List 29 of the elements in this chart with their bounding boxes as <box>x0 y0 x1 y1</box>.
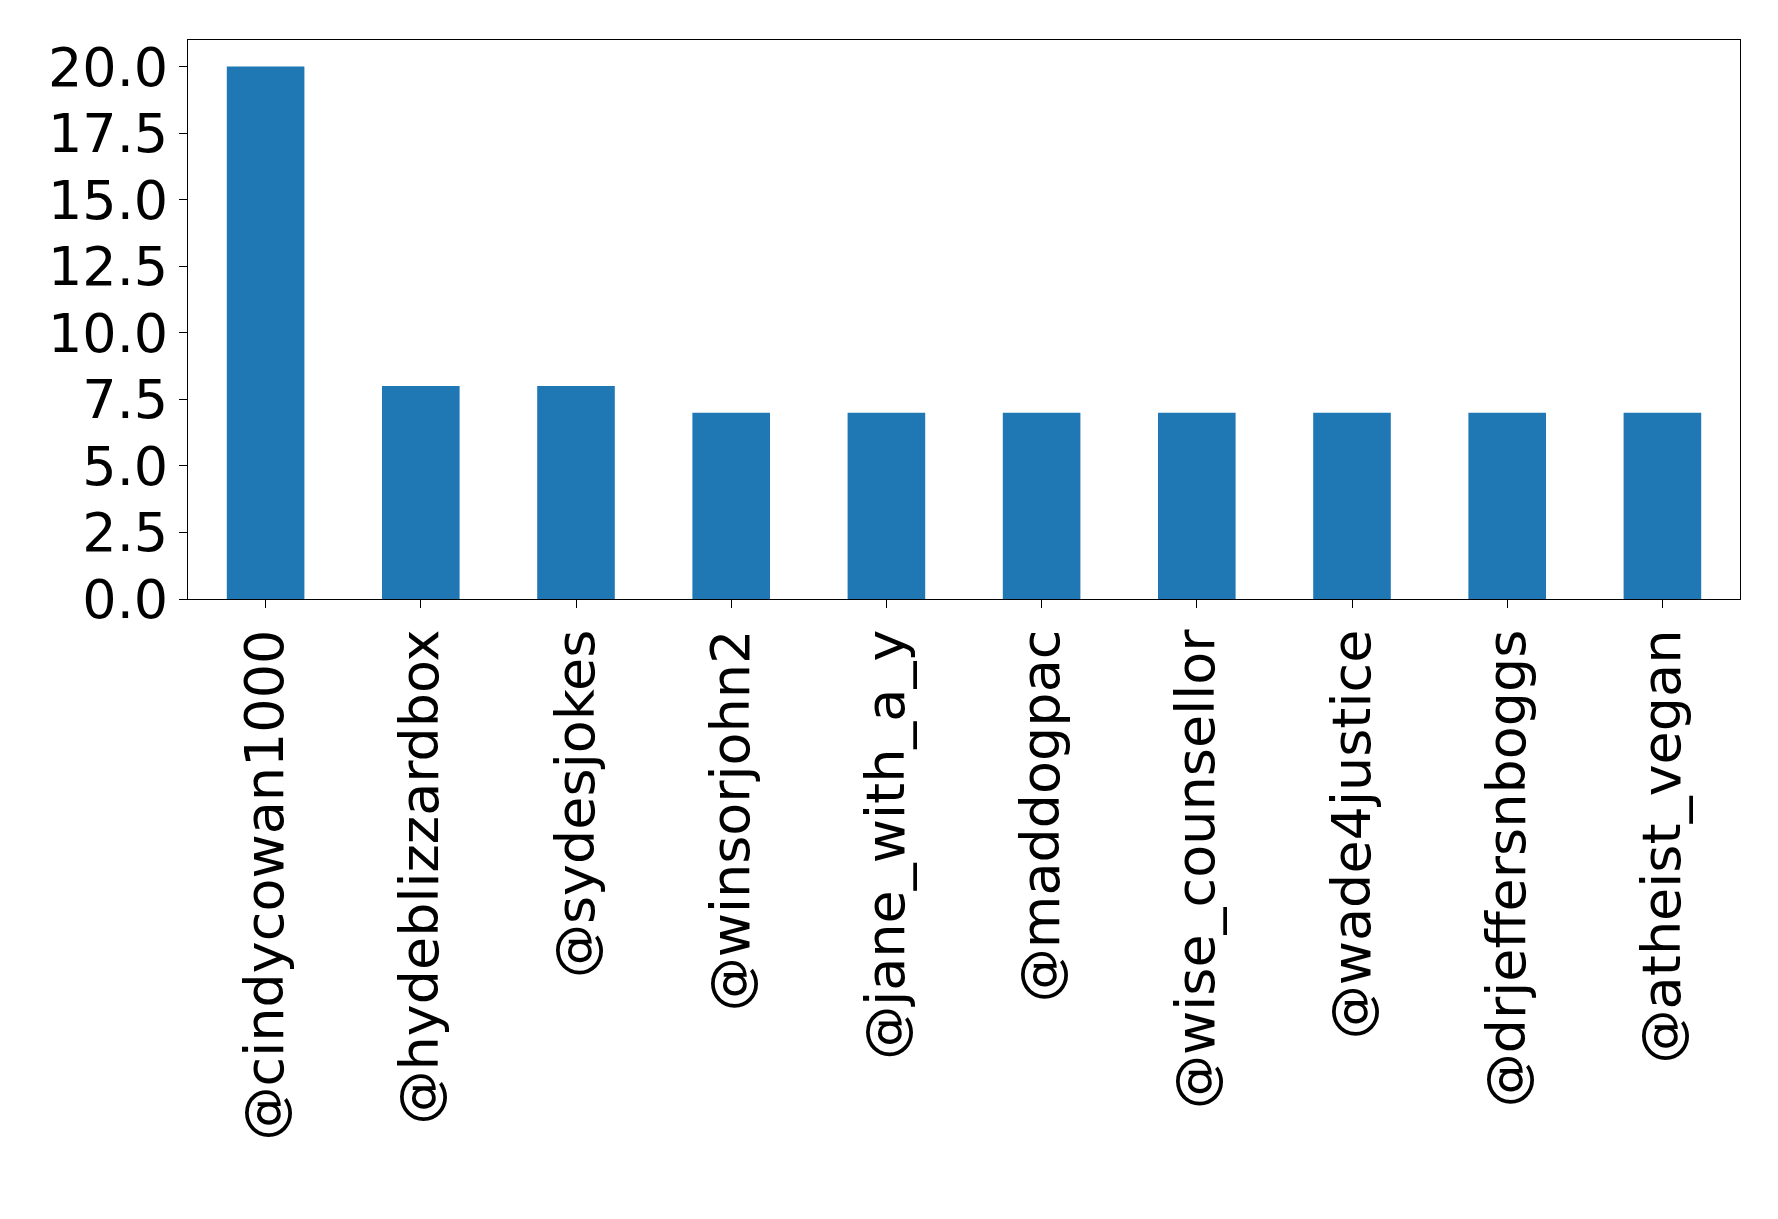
y-tick-label: 20.0 <box>47 35 169 99</box>
bar <box>1313 412 1391 599</box>
x-tick-label: @wade4justice <box>1319 629 1383 1040</box>
bar <box>382 386 460 599</box>
x-tick-label: @atheist_vegan <box>1629 629 1693 1064</box>
y-tick-label: 2.5 <box>82 501 169 565</box>
y-tick-label: 17.5 <box>47 102 169 166</box>
x-tick-label: @hydeblizzardbox <box>388 629 452 1125</box>
bar <box>847 412 926 599</box>
x-tick-label: @winsorjohn2 <box>698 629 762 1012</box>
y-tick-label: 15.0 <box>47 168 169 232</box>
y-tick-label: 7.5 <box>82 368 169 432</box>
x-tick-label: @cindycowan1000 <box>233 629 297 1141</box>
bar <box>537 386 615 599</box>
bar <box>1002 412 1081 599</box>
bar <box>226 66 305 599</box>
y-tick-label: 10.0 <box>47 301 169 365</box>
x-tick-label: @sydesjokes <box>543 629 607 979</box>
x-tick-label: @maddogpac <box>1009 629 1073 1003</box>
bar <box>692 412 770 599</box>
y-tick-label: 12.5 <box>47 235 169 299</box>
bar <box>1158 412 1236 599</box>
y-tick-label: 0.0 <box>82 567 169 631</box>
x-tick-label: @jane_with_a_y <box>853 629 917 1060</box>
y-tick-label: 5.0 <box>82 434 169 498</box>
bar <box>1623 412 1702 599</box>
bar <box>1468 412 1546 599</box>
x-tick-label: @drjeffersnboggs <box>1474 629 1538 1108</box>
x-tick-label: @wise_counsellor <box>1164 628 1228 1109</box>
